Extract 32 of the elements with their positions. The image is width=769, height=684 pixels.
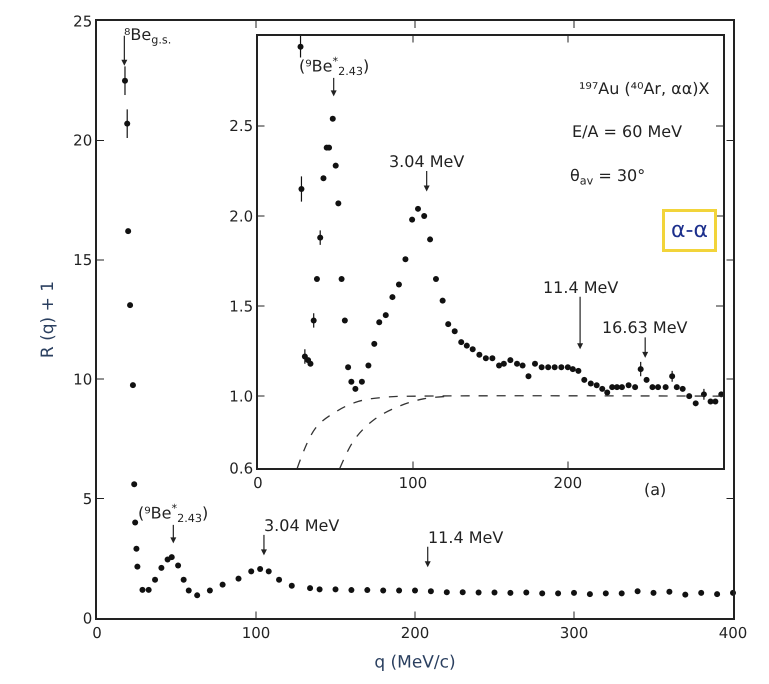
x-tick-label: 200 [400, 624, 430, 642]
y-axis-title: R (q) + 1 [38, 280, 58, 358]
annotation: (⁹Be$^{*}$$_{2.43}$) [138, 502, 208, 526]
y-tick-label: 2.5 [229, 117, 254, 136]
annotation: (⁹Be$^{*}$$_{2.43}$) [299, 55, 370, 78]
y-tick-label: 0 [82, 609, 92, 628]
y-tick-label: 0.6 [229, 459, 254, 478]
annotation: 11.4 MeV [428, 528, 504, 547]
y-tick-label: 1.0 [229, 387, 254, 406]
y-tick-label: 20 [73, 132, 92, 150]
x-tick-label: 300 [560, 624, 588, 642]
y-tick-label: 2.0 [229, 207, 254, 226]
annotation: 16.63 MeV [602, 318, 688, 337]
annotation: (a) [644, 480, 666, 499]
annotation: E/A = 60 MeV [572, 122, 682, 141]
x-tick-label: 200 [554, 474, 582, 492]
x-tick-label: 100 [398, 474, 428, 492]
annotation: ⁸Be$_{g.s.}$ [124, 25, 172, 46]
x-tick-label: 100 [242, 624, 270, 642]
annotation: 3.04 MeV [389, 152, 464, 171]
annotation: θ$_{av}$ = 30° [570, 166, 646, 188]
y-tick-label: 10 [73, 370, 92, 388]
x-axis-title: q (MeV/c) [374, 652, 456, 673]
annotation: ¹⁹⁷Au (⁴⁰Ar, αα)X [579, 79, 710, 98]
x-tick-label: 400 [718, 624, 748, 642]
annotation: 3.04 MeV [264, 516, 340, 535]
annotation: 11.4 MeV [543, 278, 618, 297]
y-tick-label: 1.5 [229, 297, 254, 316]
annotation: α-α [671, 218, 708, 243]
y-tick-label: 15 [73, 251, 92, 270]
y-tick-label: 25 [73, 12, 92, 30]
y-tick-label: 5 [82, 490, 92, 508]
